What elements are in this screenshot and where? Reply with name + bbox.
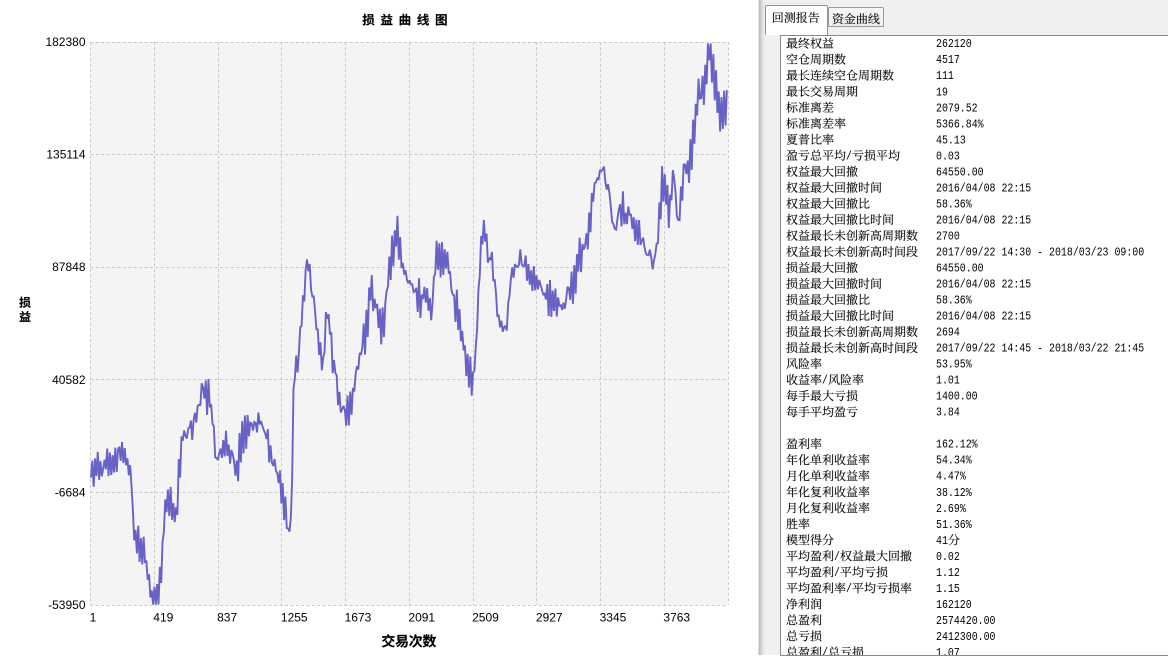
svg-text:45.13: 45.13 — [936, 133, 966, 147]
svg-text:2016/04/08 22:15: 2016/04/08 22:15 — [936, 181, 1031, 195]
svg-text:1255: 1255 — [281, 610, 308, 624]
svg-text:/: / — [846, 582, 852, 596]
svg-text:262120: 262120 — [936, 37, 972, 51]
svg-text:2017/09/22 14:30 - 2018/03/23: 2017/09/22 14:30 - 2018/03/23 09:00 — [936, 246, 1144, 260]
svg-text:2509: 2509 — [472, 610, 499, 624]
svg-text:4517: 4517 — [936, 53, 960, 67]
svg-text:162120: 162120 — [936, 598, 972, 612]
svg-text:0.02: 0.02 — [936, 550, 960, 564]
svg-text:182380: 182380 — [45, 35, 85, 49]
svg-text:1.15: 1.15 — [936, 582, 960, 596]
svg-text:0.03: 0.03 — [936, 149, 960, 163]
svg-text:3.84: 3.84 — [936, 406, 960, 420]
svg-text:1.01: 1.01 — [936, 374, 960, 388]
svg-text:/: / — [822, 374, 828, 388]
svg-text:2079.52: 2079.52 — [936, 101, 978, 115]
svg-text:19: 19 — [936, 85, 948, 99]
svg-text:2694: 2694 — [936, 326, 960, 340]
svg-text:1673: 1673 — [345, 610, 372, 624]
svg-text:2016/04/08 22:15: 2016/04/08 22:15 — [936, 278, 1031, 292]
svg-text:2.69%: 2.69% — [936, 502, 966, 516]
svg-text:/: / — [822, 646, 828, 655]
svg-text:58.36%: 58.36% — [936, 197, 972, 211]
svg-text:40582: 40582 — [52, 373, 86, 387]
svg-text:3763: 3763 — [663, 610, 690, 624]
svg-text:162.12%: 162.12% — [936, 438, 978, 452]
svg-text:5366.84%: 5366.84% — [936, 117, 984, 131]
svg-text:/: / — [846, 149, 852, 163]
svg-text:-53950: -53950 — [48, 598, 86, 612]
svg-text:38.12%: 38.12% — [936, 486, 972, 500]
svg-text:53.95%: 53.95% — [936, 358, 972, 372]
svg-text:-6684: -6684 — [55, 485, 86, 499]
svg-text:2700: 2700 — [936, 229, 960, 243]
svg-text:2016/04/08 22:15: 2016/04/08 22:15 — [936, 310, 1031, 324]
svg-text:54.34%: 54.34% — [936, 454, 972, 468]
svg-text:419: 419 — [153, 610, 173, 624]
svg-text:1400.00: 1400.00 — [936, 390, 978, 404]
svg-text:2091: 2091 — [408, 610, 435, 624]
svg-text:1.07: 1.07 — [936, 646, 960, 655]
svg-text:/: / — [834, 566, 840, 580]
svg-text:2016/04/08 22:15: 2016/04/08 22:15 — [936, 213, 1031, 227]
svg-text:64550.00: 64550.00 — [936, 262, 984, 276]
svg-text:135114: 135114 — [46, 148, 85, 162]
svg-text:1: 1 — [90, 610, 97, 624]
svg-text:2412300.00: 2412300.00 — [936, 630, 996, 644]
svg-text:3345: 3345 — [600, 610, 627, 624]
svg-text:/: / — [834, 550, 840, 564]
svg-text:41: 41 — [936, 534, 948, 548]
svg-text:51.36%: 51.36% — [936, 518, 972, 532]
svg-text:87848: 87848 — [52, 260, 86, 274]
svg-text:1.12: 1.12 — [936, 566, 960, 580]
svg-text:2574420.00: 2574420.00 — [936, 614, 996, 628]
svg-text:837: 837 — [217, 610, 237, 624]
svg-text:58.36%: 58.36% — [936, 294, 972, 308]
svg-text:2927: 2927 — [536, 610, 563, 624]
svg-text:64550.00: 64550.00 — [936, 165, 984, 179]
svg-text:2017/09/22 14:45 - 2018/03/22: 2017/09/22 14:45 - 2018/03/22 21:45 — [936, 342, 1144, 356]
svg-text:4.47%: 4.47% — [936, 470, 966, 484]
svg-text:111: 111 — [936, 69, 954, 83]
